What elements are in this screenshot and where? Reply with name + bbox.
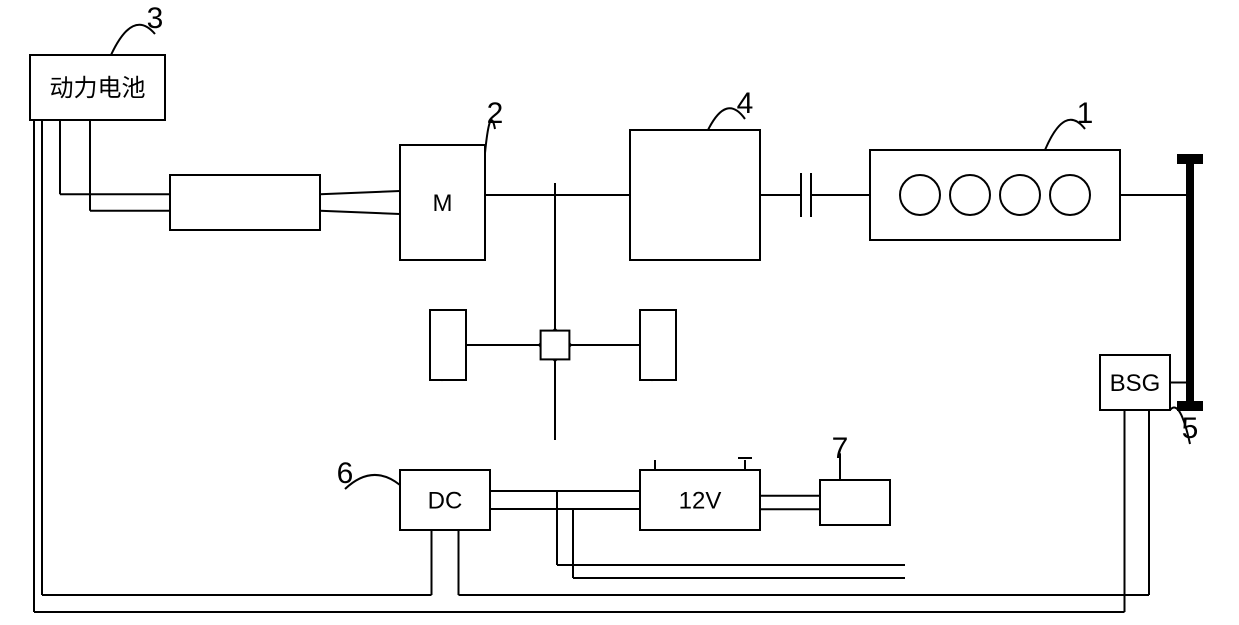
v12-callout: 7 xyxy=(832,432,849,465)
tire xyxy=(640,310,676,380)
engine-cylinder xyxy=(950,175,990,215)
differential-housing xyxy=(541,331,570,360)
power_battery-label: 动力电池 xyxy=(50,75,146,102)
wire xyxy=(320,211,400,214)
bsg-label: BSG xyxy=(1110,370,1161,397)
v12-label: 12V xyxy=(679,487,722,514)
power_battery-callout: 3 xyxy=(147,2,164,35)
engine-callout: 1 xyxy=(1077,97,1094,130)
bsg-callout: 5 xyxy=(1182,412,1199,445)
gearbox-callout: 4 xyxy=(737,87,754,120)
belt xyxy=(1186,160,1194,405)
engine-cylinder xyxy=(1050,175,1090,215)
motor-callout: 2 xyxy=(487,97,504,130)
engine-cylinder xyxy=(900,175,940,215)
dc-label: DC xyxy=(428,487,463,514)
engine-cylinder xyxy=(1000,175,1040,215)
tire xyxy=(430,310,466,380)
inverter-block xyxy=(170,175,320,230)
gearbox-block xyxy=(630,130,760,260)
pulley-bottom xyxy=(1177,401,1203,411)
pulley-top xyxy=(1177,154,1203,164)
dc-callout: 6 xyxy=(337,457,354,490)
wire xyxy=(320,191,400,194)
controller-block xyxy=(820,480,890,525)
motor-label: M xyxy=(433,190,453,217)
